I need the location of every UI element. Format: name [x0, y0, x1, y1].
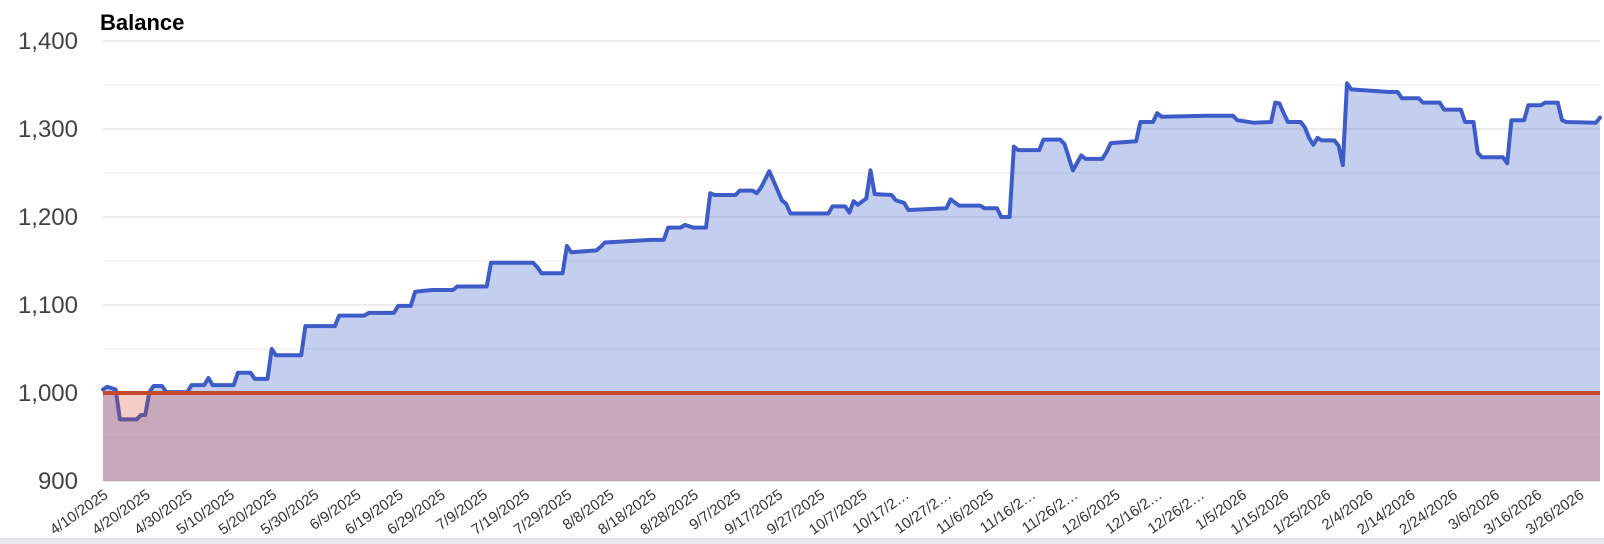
bottom-edge-strip [0, 538, 1604, 544]
chart-series [101, 81, 1602, 481]
y-axis-label: 1,000 [18, 380, 78, 407]
baseline-area [103, 393, 1600, 481]
y-axis-label: 1,200 [18, 204, 78, 231]
y-axis-label: 900 [38, 468, 78, 495]
y-axis-label: 1,100 [18, 292, 78, 319]
y-axis-label: 1,400 [18, 28, 78, 55]
y-axis-label: 1,300 [18, 116, 78, 143]
chart-title: Balance [100, 10, 184, 35]
balance-area [103, 83, 1600, 481]
balance-line [101, 81, 1602, 422]
y-axis: 1,400 1,300 1,200 1,100 1,000 900 [18, 28, 78, 495]
x-axis: 4/10/20254/20/20254/30/20255/10/20255/20… [47, 486, 1587, 538]
